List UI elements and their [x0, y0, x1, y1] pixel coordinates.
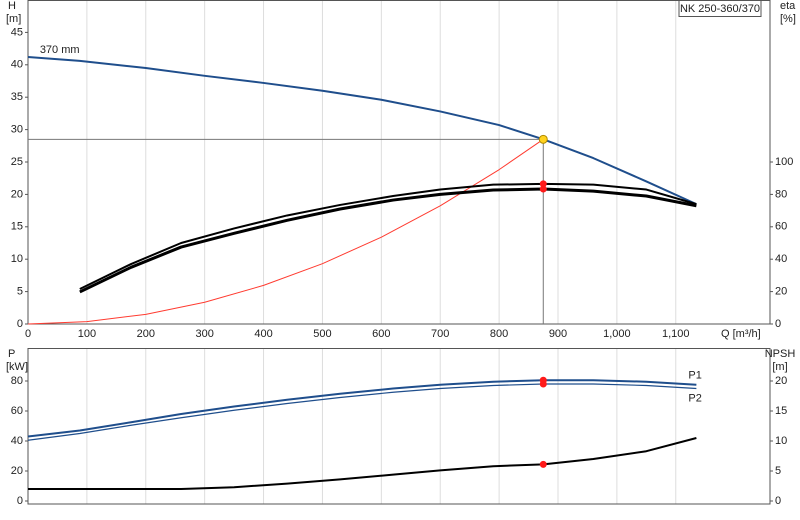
- y2-tick-label: 15: [775, 405, 787, 417]
- y-tick-label: 40: [11, 59, 23, 71]
- duty-point: [539, 180, 547, 188]
- y2-axis-label: eta: [780, 0, 796, 12]
- operating-point: [538, 134, 548, 144]
- x-tick-label: 500: [313, 328, 331, 340]
- duty-point: [539, 185, 547, 193]
- x-tick-label: 400: [254, 328, 272, 340]
- x-tick-label: 1,100: [662, 328, 690, 340]
- y-tick-label: 80: [11, 375, 23, 387]
- y-tick-label: 5: [17, 286, 23, 298]
- duty-point: [539, 380, 547, 388]
- y2-tick-label: 20: [775, 375, 787, 387]
- series-line: [27, 379, 697, 438]
- y-tick-label: 35: [11, 91, 23, 103]
- y-tick-label: 45: [11, 26, 23, 38]
- x-tick-label: 0: [25, 328, 31, 340]
- title-box: [678, 0, 762, 17]
- y-tick-label: 0: [17, 495, 23, 507]
- y-tick-label: 15: [11, 221, 23, 233]
- x-tick-label: 700: [431, 328, 449, 340]
- y-tick-label: 25: [11, 156, 23, 168]
- y-tick-label: 20: [11, 188, 23, 200]
- y2-tick-label: 0: [775, 495, 781, 507]
- y2-tick-label: 40: [775, 253, 787, 265]
- y-tick-label: 20: [11, 465, 23, 477]
- y-tick-label: 40: [11, 435, 23, 447]
- x-tick-label: 200: [137, 328, 155, 340]
- y-axis-label: H: [8, 0, 16, 12]
- y-tick-label: 60: [11, 405, 23, 417]
- y-tick-label: 0: [17, 318, 23, 330]
- y2-tick-label: 20: [775, 286, 787, 298]
- chart-title: NK 250-360/370: [680, 3, 760, 15]
- x-tick-label: 100: [78, 328, 96, 340]
- y2-axis-unit: [%]: [780, 13, 796, 25]
- y2-tick-label: 60: [775, 221, 787, 233]
- series-label: P1: [688, 370, 701, 382]
- x-tick-label: 900: [549, 328, 567, 340]
- x-tick-label: 1,000: [603, 328, 631, 340]
- series-label: P2: [688, 392, 701, 404]
- series-line: [27, 56, 697, 206]
- series-line: [27, 138, 544, 325]
- y-tick-label: 30: [11, 124, 23, 136]
- duty-point: [539, 460, 547, 468]
- y2-tick-label: 10: [775, 435, 787, 447]
- plot-frame: [27, 0, 771, 325]
- series-label: 370 mm: [40, 44, 80, 56]
- plot-frame: [27, 348, 771, 505]
- y-axis-label: P: [8, 348, 15, 360]
- y2-tick-label: 100: [775, 156, 793, 168]
- y2-tick-label: 80: [775, 188, 787, 200]
- series-line: [79, 182, 697, 290]
- y-tick-label: 10: [11, 253, 23, 265]
- y-axis-unit: [m]: [6, 13, 21, 25]
- series-line: [79, 187, 697, 294]
- series-line: [28, 437, 697, 490]
- x-axis-label: Q [m³/h]: [721, 328, 761, 340]
- y2-axis-label: NPSH: [765, 348, 796, 360]
- x-tick-label: 300: [195, 328, 213, 340]
- y2-axis-unit: [m]: [772, 361, 787, 373]
- y2-tick-label: 5: [775, 465, 781, 477]
- y2-tick-label: 0: [775, 318, 781, 330]
- y-axis-unit: [kW]: [6, 361, 28, 373]
- x-tick-label: 800: [490, 328, 508, 340]
- x-tick-label: 600: [372, 328, 390, 340]
- series-line: [27, 383, 697, 441]
